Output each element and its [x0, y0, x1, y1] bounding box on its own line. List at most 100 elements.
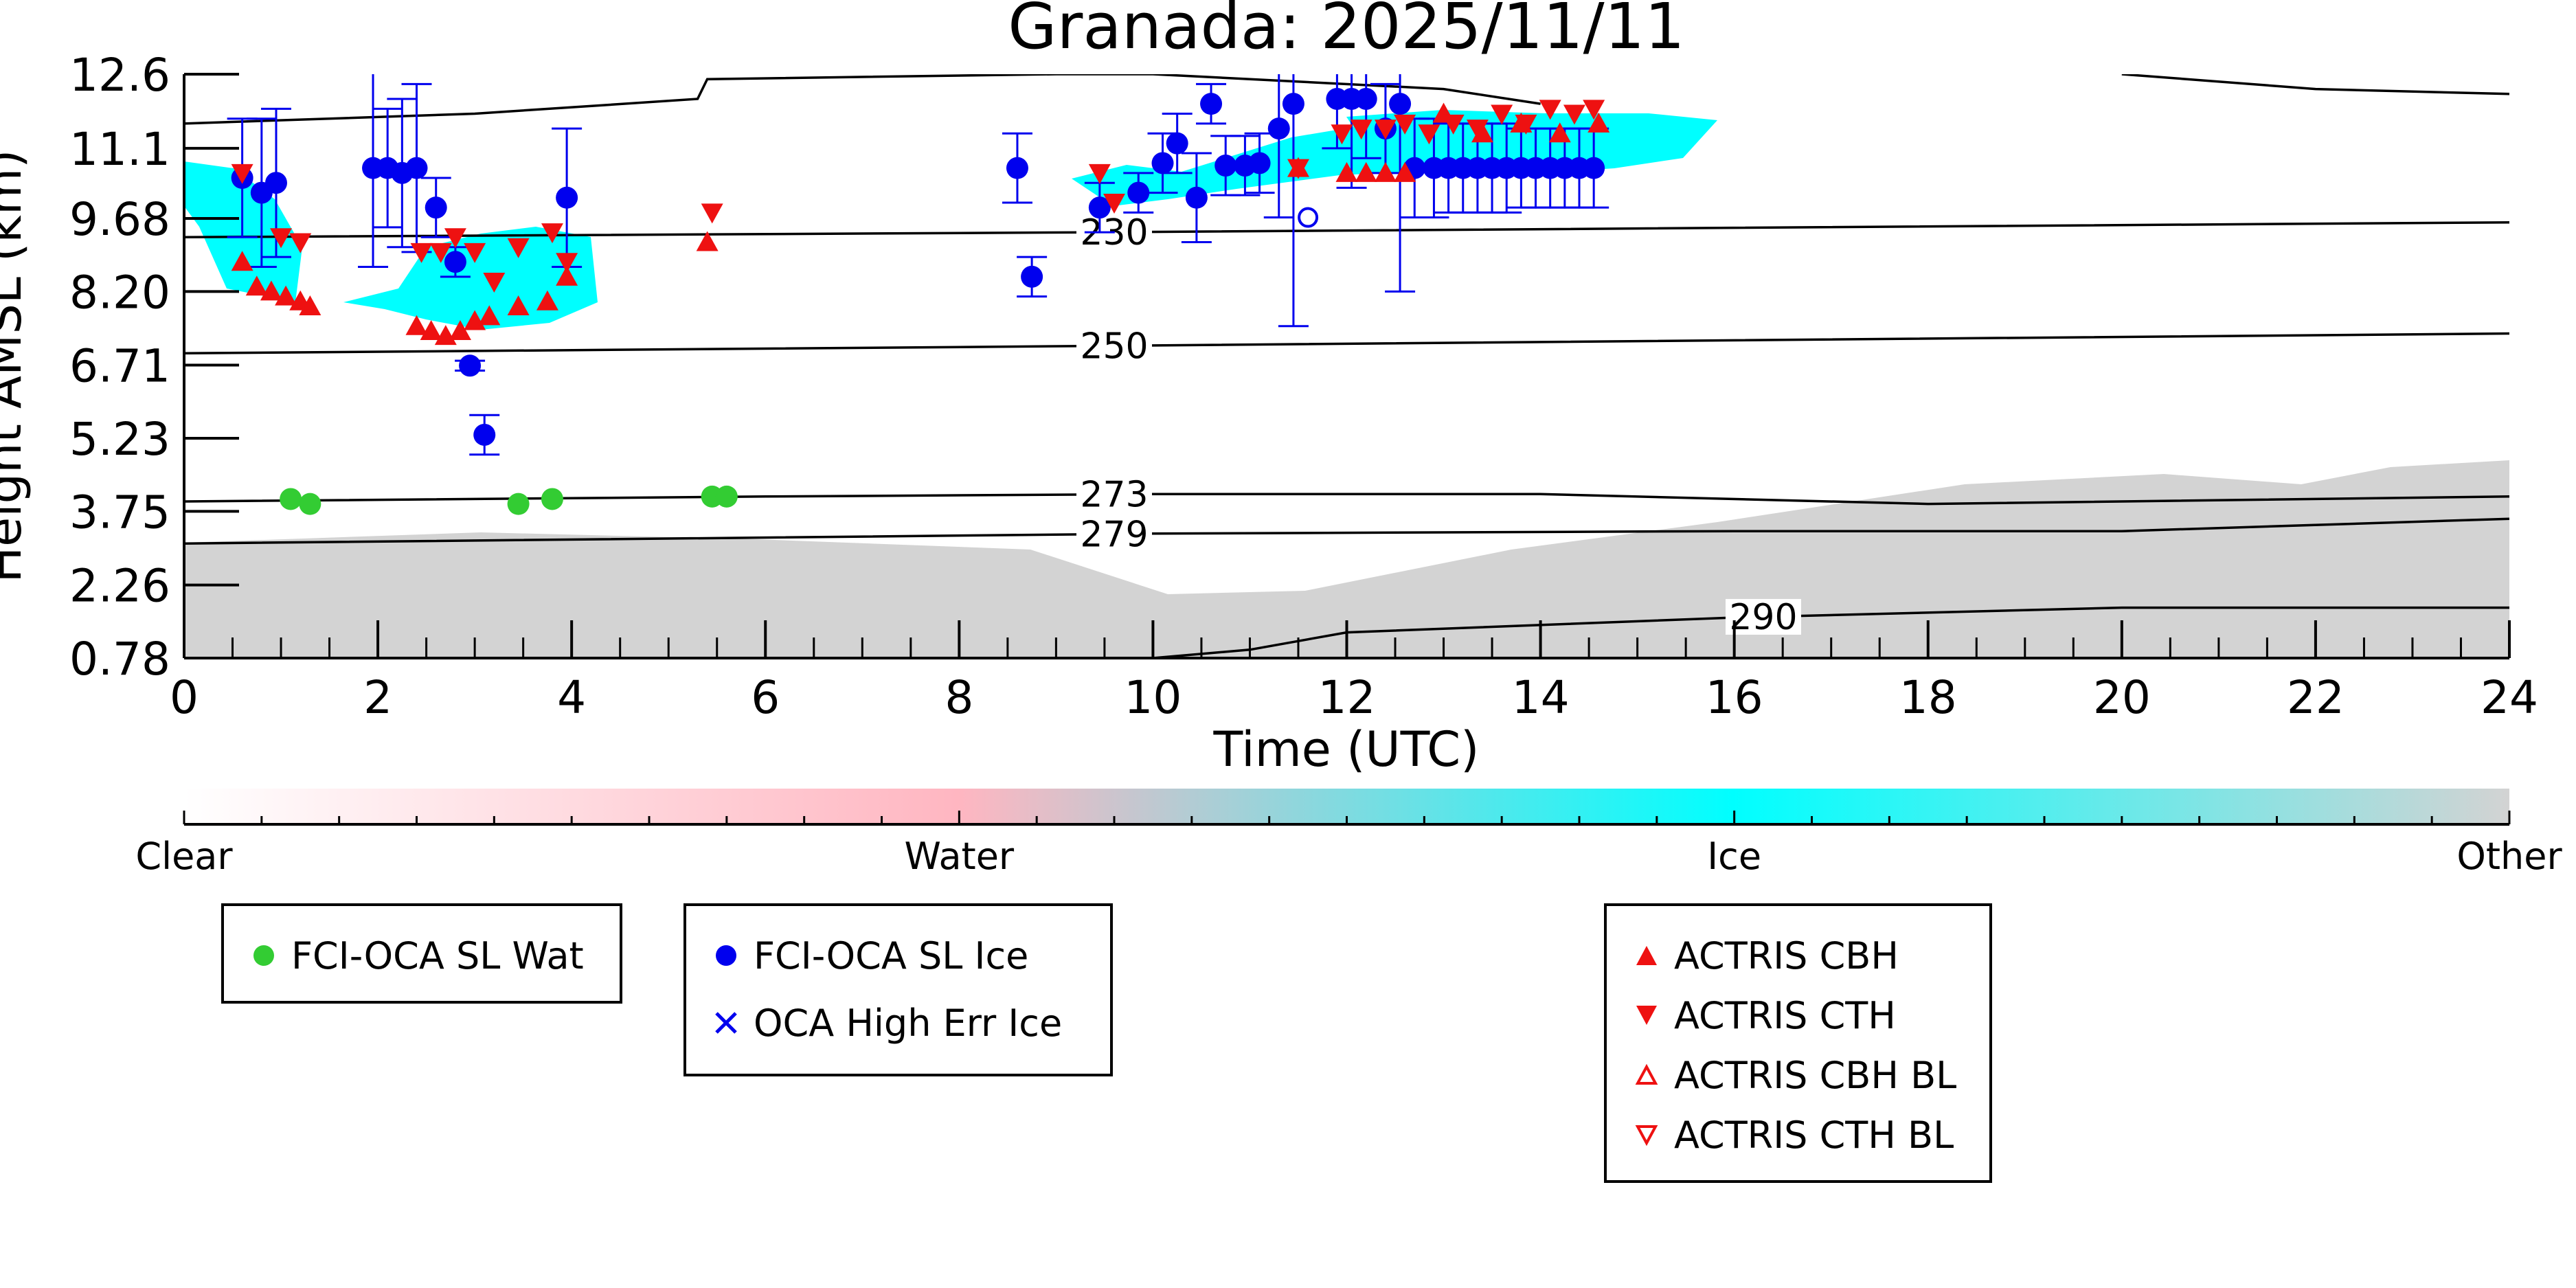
- data-point: [459, 354, 482, 377]
- data-point: [1088, 196, 1111, 219]
- data-point: [1583, 100, 1605, 120]
- y-tick-label: 3.75: [69, 486, 170, 539]
- data-point: [275, 285, 297, 306]
- isotherm-label: 279: [1080, 514, 1148, 555]
- data-point: [473, 423, 496, 446]
- x-tick-label: 24: [2481, 671, 2538, 724]
- data-point: [444, 228, 466, 249]
- isotherm-line: [184, 493, 2509, 506]
- data-point: [1355, 161, 1377, 182]
- y-axis-label: Height AMSL (km): [0, 150, 32, 583]
- data-point: [231, 163, 253, 184]
- x-tick-label: 22: [2287, 671, 2345, 724]
- isotherm-line: [184, 517, 2509, 545]
- data-point: [1006, 157, 1028, 179]
- data-point: [270, 228, 293, 249]
- radar-background: [184, 110, 2509, 658]
- data-point: [715, 485, 738, 508]
- data-point: [1282, 93, 1304, 115]
- x-tick-label: 20: [2093, 671, 2151, 724]
- data-point: [405, 315, 428, 335]
- y-tick-label: 11.1: [69, 123, 170, 176]
- data-markers: [227, 74, 1610, 515]
- data-point: [1466, 120, 1489, 140]
- data-point: [1166, 132, 1188, 155]
- data-point: [1088, 163, 1111, 184]
- isotherm-label-bg: [1725, 598, 1801, 635]
- data-point: [1331, 124, 1353, 145]
- red-open-triangle-down-icon: [1635, 1125, 1658, 1146]
- data-point: [1200, 93, 1223, 115]
- colorbar-label: Other: [2456, 835, 2562, 878]
- green-circle-icon: [253, 945, 274, 966]
- data-point: [280, 488, 302, 510]
- data-point: [1563, 104, 1585, 125]
- data-point: [483, 273, 506, 293]
- colorbar-labels: Clear Water Ice Other: [135, 835, 2562, 878]
- isotherm-label-bg: [1076, 516, 1152, 552]
- legend-entry: ACTRIS CBH: [1634, 934, 1899, 978]
- red-open-triangle-up-icon: [1635, 1063, 1658, 1085]
- y-tick-label: 6.71: [69, 340, 170, 393]
- data-point: [299, 295, 321, 315]
- data-point: [1021, 265, 1043, 288]
- legend-label: ACTRIS CTH: [1674, 993, 1896, 1037]
- data-point: [420, 319, 442, 340]
- data-point: [1355, 87, 1377, 110]
- y-tick-label: 2.26: [69, 560, 170, 613]
- data-point: [1214, 155, 1237, 177]
- legend-entry: ACTRIS CBH BL: [1634, 1053, 1957, 1097]
- legend-entry: FCI-OCA SL Wat: [251, 934, 584, 978]
- isotherm-line: [184, 74, 1541, 125]
- isotherm-line: [184, 332, 2509, 355]
- data-point: [541, 488, 563, 510]
- red-triangle-down-icon: [1636, 1006, 1657, 1025]
- data-point: [507, 493, 530, 515]
- data-point: [1335, 161, 1358, 182]
- isotherm-label: 290: [1729, 597, 1797, 638]
- data-point: [1515, 114, 1537, 135]
- legend-entry: ACTRIS CTH BL: [1634, 1113, 1954, 1157]
- legend-label: ACTRIS CBH BL: [1674, 1053, 1957, 1097]
- data-point: [1442, 114, 1465, 135]
- data-point: [425, 196, 447, 219]
- colorbar-label: Ice: [1707, 835, 1761, 878]
- data-point: [556, 253, 578, 273]
- data-point: [1374, 120, 1397, 140]
- data-point: [556, 186, 578, 209]
- data-point: [289, 233, 312, 253]
- chart-title: Granada: 2025/11/11: [1008, 0, 1684, 63]
- data-point: [696, 231, 719, 251]
- ice-region: [343, 227, 598, 330]
- data-point: [1298, 207, 1319, 228]
- blue-x-icon: [715, 1012, 737, 1034]
- isotherm-label: 250: [1080, 326, 1148, 367]
- data-point: [1548, 122, 1571, 143]
- data-point: [701, 203, 723, 224]
- data-point: [1394, 114, 1416, 135]
- data-point: [507, 295, 530, 315]
- isotherm-label-bg: [1076, 476, 1152, 512]
- x-tick-label: 10: [1124, 671, 1182, 724]
- data-point: [1583, 157, 1605, 179]
- data-point: [264, 172, 287, 194]
- legend-label: FCI-OCA SL Ice: [754, 934, 1029, 978]
- data-point: [541, 223, 563, 244]
- red-triangle-up-icon: [1636, 946, 1657, 965]
- data-point: [1491, 104, 1513, 125]
- data-point: [449, 319, 471, 340]
- x-tick-label: 2: [363, 671, 392, 724]
- legend-water: FCI-OCA SL Wat: [221, 903, 622, 1004]
- x-tick-label: 14: [1512, 671, 1570, 724]
- colorbar-ticks: [183, 811, 2511, 824]
- colorbar-label: Clear: [135, 835, 233, 878]
- data-point: [556, 265, 578, 286]
- data-point: [507, 238, 530, 258]
- data-point: [1267, 117, 1290, 140]
- y-tick-label: 9.68: [69, 193, 170, 246]
- data-point: [1394, 161, 1416, 182]
- other-region: [184, 460, 2509, 658]
- legend-label: ACTRIS CTH BL: [1674, 1113, 1954, 1157]
- y-axis-ticks: 0.78 2.26 3.75 5.23 6.71 8.20 9.68 11.1 12.6: [69, 49, 239, 686]
